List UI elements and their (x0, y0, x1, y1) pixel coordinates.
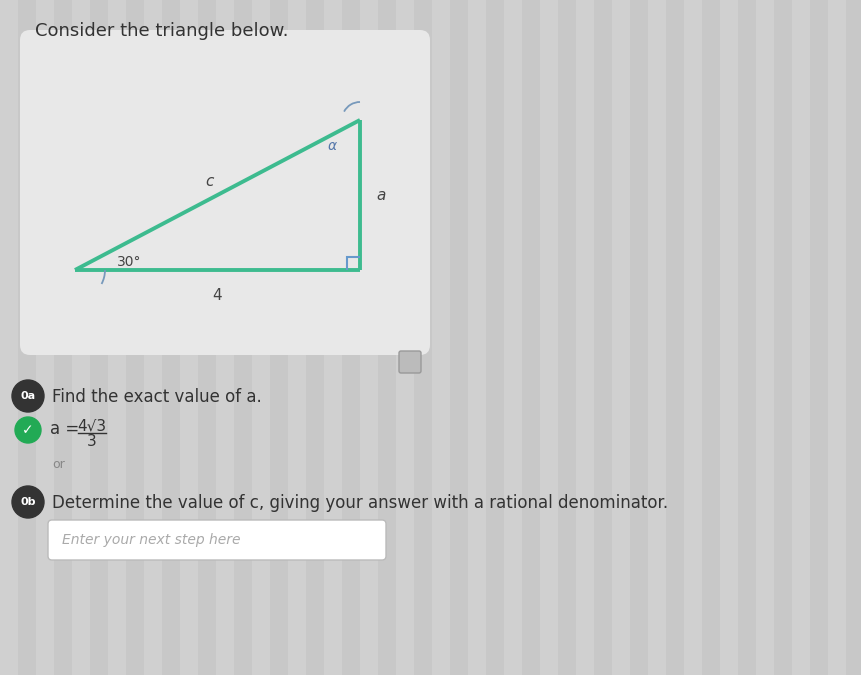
Bar (432, 0, 450, 675)
Bar (828, 0, 846, 675)
Bar (576, 0, 594, 675)
Bar (504, 0, 522, 675)
Bar (180, 0, 198, 675)
Text: Determine the value of c, giving your answer with a rational denominator.: Determine the value of c, giving your an… (52, 494, 668, 512)
Bar (360, 0, 378, 675)
Text: Find the exact value of a.: Find the exact value of a. (52, 388, 262, 406)
FancyBboxPatch shape (48, 520, 386, 560)
Bar (288, 0, 306, 675)
Bar (540, 0, 558, 675)
Text: a: a (376, 188, 386, 202)
Bar (0, 0, 18, 675)
Text: 0a: 0a (21, 391, 35, 401)
Circle shape (12, 380, 44, 412)
Bar (72, 0, 90, 675)
Text: 30°: 30° (117, 255, 141, 269)
Text: Enter your next step here: Enter your next step here (62, 533, 240, 547)
Bar (144, 0, 162, 675)
Bar (252, 0, 270, 675)
Bar (324, 0, 342, 675)
Text: 4√3: 4√3 (77, 418, 107, 433)
Text: ✓: ✓ (22, 423, 34, 437)
Text: α: α (327, 139, 337, 153)
Bar (108, 0, 126, 675)
FancyBboxPatch shape (20, 30, 430, 355)
Bar (216, 0, 234, 675)
Bar (648, 0, 666, 675)
Text: or: or (52, 458, 65, 471)
Bar (720, 0, 738, 675)
Bar (396, 0, 414, 675)
Text: a =: a = (50, 420, 79, 438)
Text: c: c (205, 173, 214, 188)
Text: Consider the triangle below.: Consider the triangle below. (35, 22, 288, 40)
FancyBboxPatch shape (399, 351, 421, 373)
Bar (684, 0, 702, 675)
Circle shape (12, 486, 44, 518)
Text: 3: 3 (87, 434, 97, 449)
Bar (756, 0, 774, 675)
Bar (36, 0, 54, 675)
Text: 0b: 0b (21, 497, 36, 507)
Text: 4: 4 (213, 288, 222, 303)
Bar (468, 0, 486, 675)
Circle shape (15, 417, 41, 443)
Bar (792, 0, 810, 675)
Bar (612, 0, 630, 675)
